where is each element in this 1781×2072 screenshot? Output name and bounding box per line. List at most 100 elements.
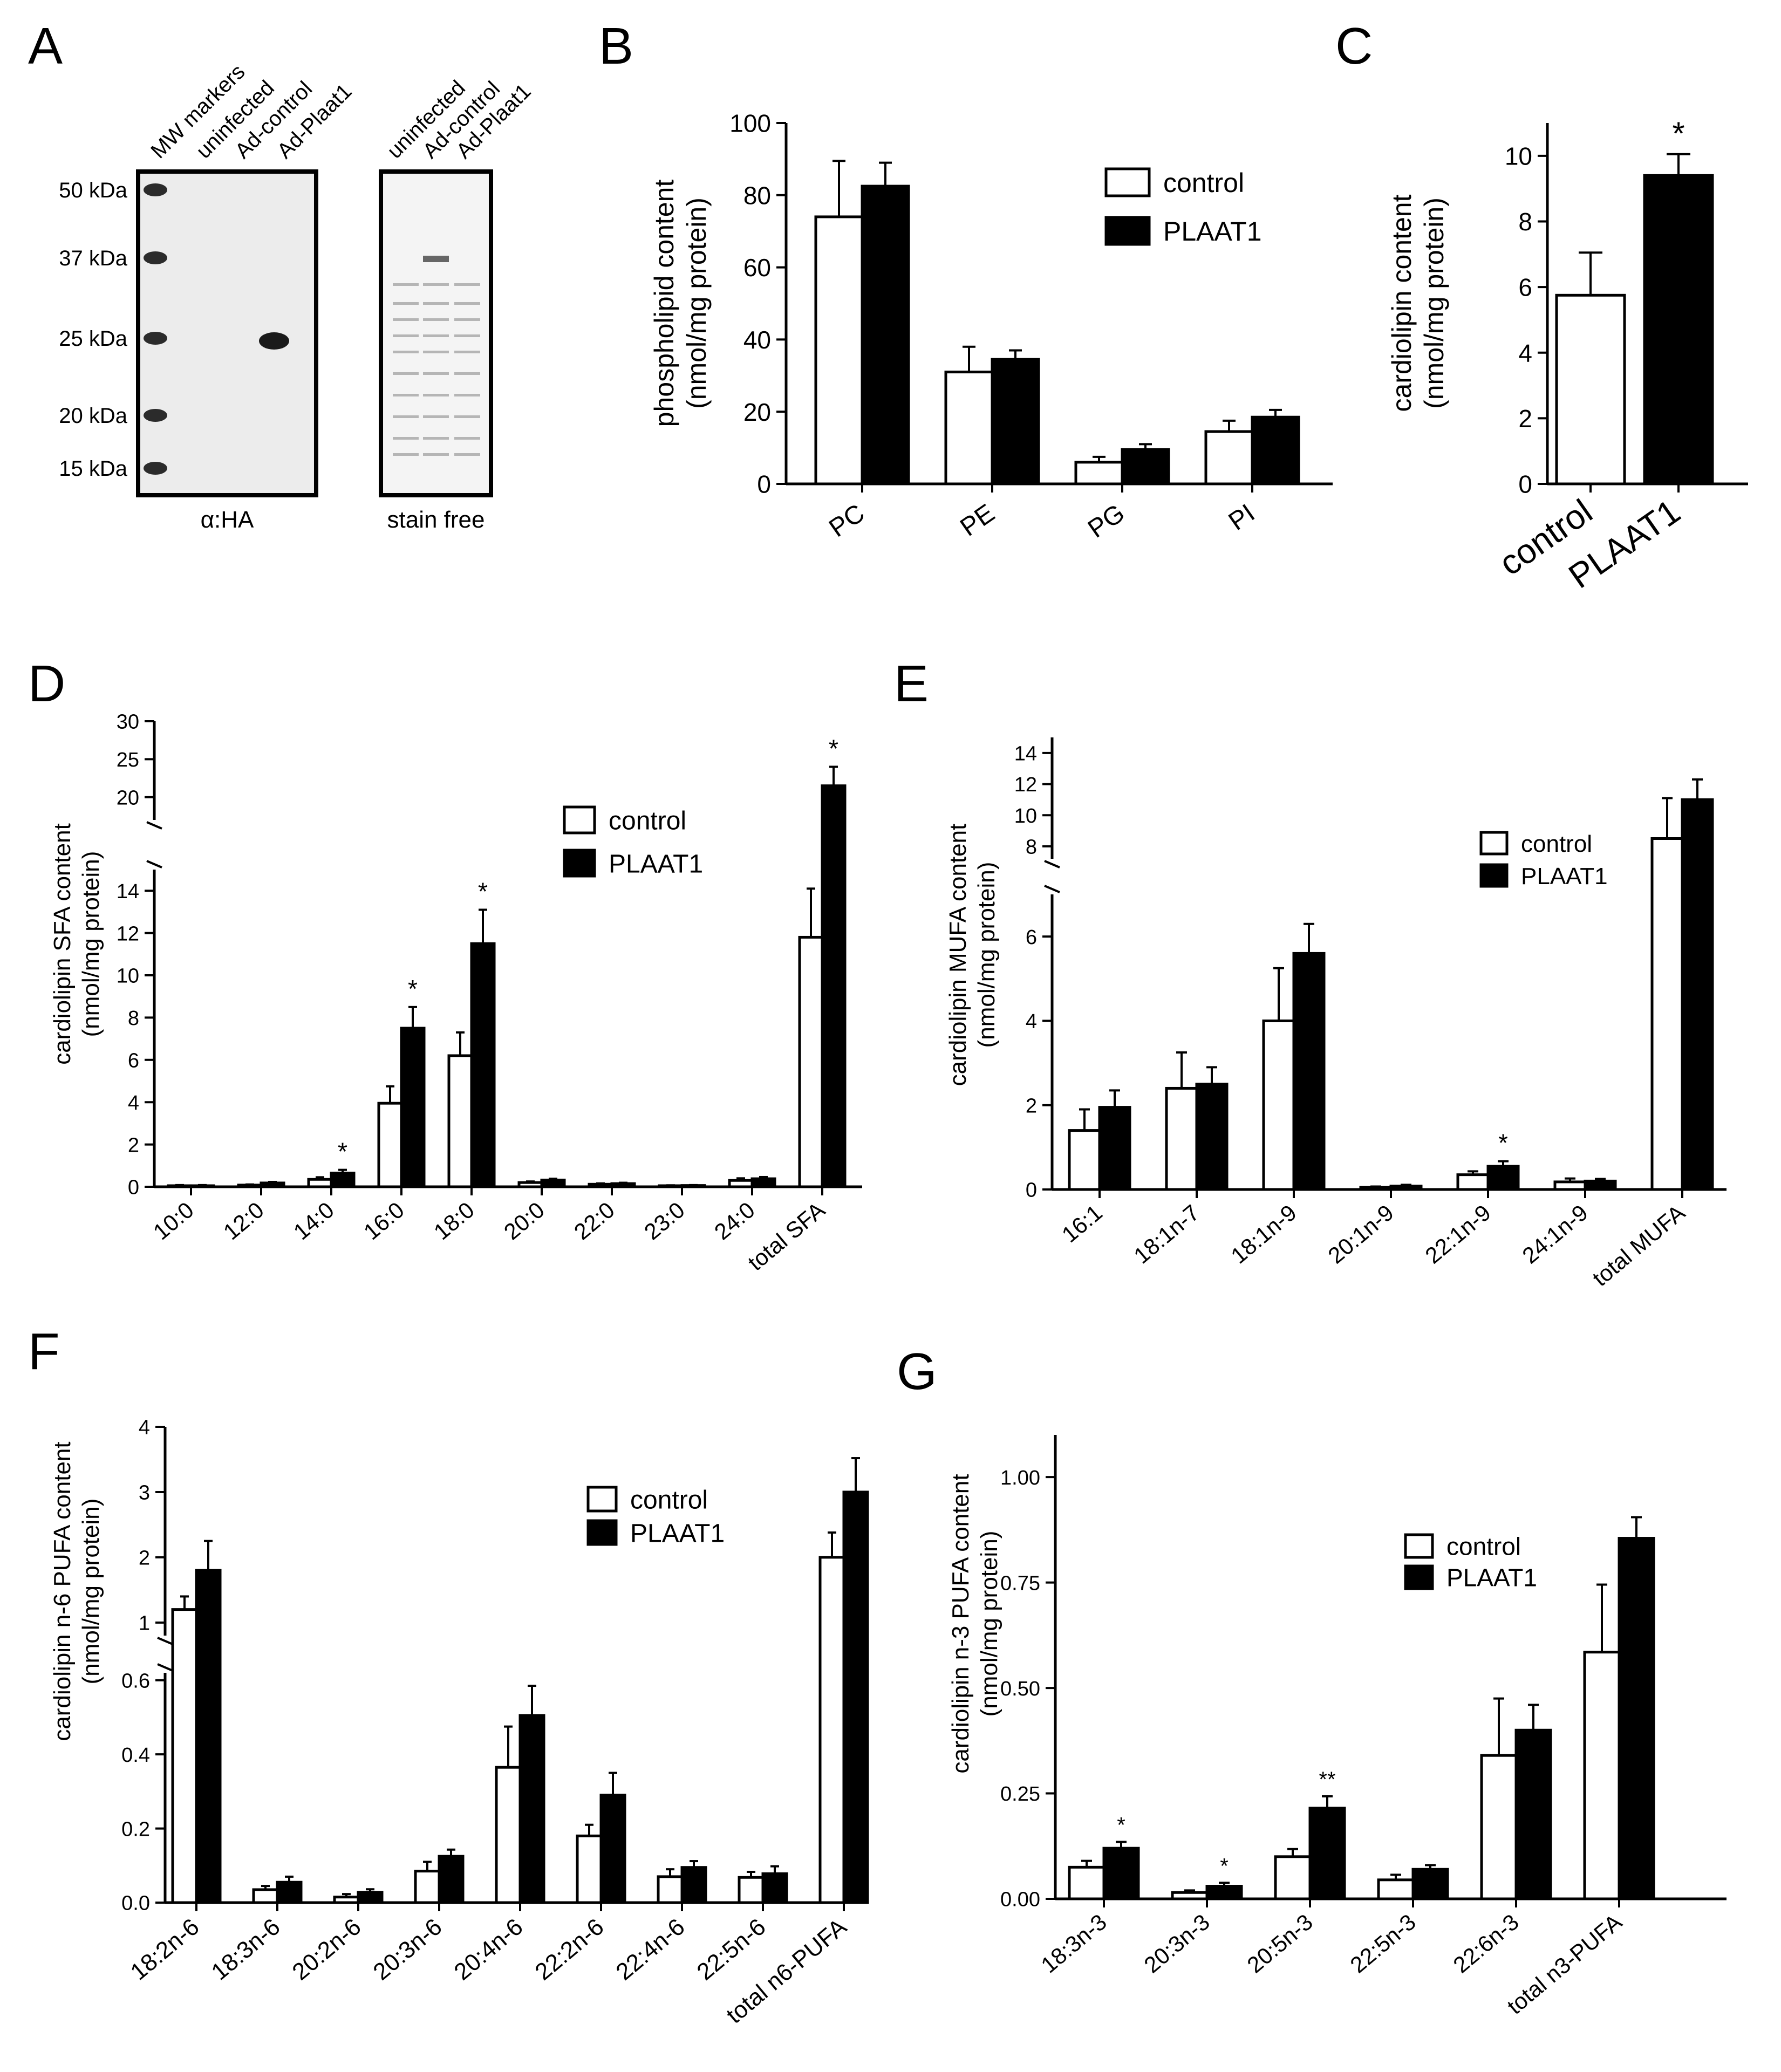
- panel-b-letter: B: [599, 17, 633, 75]
- panel-b-y-tick-label: 20: [743, 398, 771, 426]
- panel-c-y-tick-label: 0: [1518, 470, 1532, 498]
- panel-b-ylabel-line-1: phospholipid content: [649, 180, 679, 427]
- panel-b-category-label-pc: PC: [824, 499, 870, 543]
- panel-f-bar-plaat1-18-2n-6: [195, 1569, 222, 1904]
- panel-a-stain-free-band: [393, 283, 419, 286]
- panel-d-y-tick-label: 4: [128, 1092, 139, 1114]
- panel-c-significance-star-plaat1: *: [1672, 115, 1684, 152]
- panel-b-bar-plaat1-pe: [991, 358, 1040, 485]
- panel-e-bar-plaat1-total-mufa: [1681, 798, 1714, 1191]
- panel-d-bar-plaat1-24-0: [750, 1177, 776, 1188]
- panel-e-bar-control-22-1n-9: [1456, 1173, 1490, 1191]
- panel-a-marker-band-37-kda: [144, 251, 167, 264]
- panel-b-y-tick-label: 80: [743, 181, 771, 209]
- panel-d-category-label-total-sfa: total SFA: [743, 1197, 830, 1276]
- panel-g-bar-control-20-3n-3: [1171, 1891, 1209, 1900]
- panel-c-ylabel-line-1: cardiolipin content: [1387, 194, 1417, 412]
- panel-e-bar-plaat1-18-1n-9: [1292, 952, 1326, 1191]
- panel-a-stain-free-band: [393, 415, 419, 418]
- panel-e-y-tick-label: 4: [1026, 1010, 1037, 1033]
- panel-g-legend-swatch-control: [1404, 1533, 1434, 1559]
- panel-a-marker-label-20-kda: 20 kDa: [59, 404, 127, 428]
- panel-d-bar-control-14-0: [307, 1178, 333, 1188]
- panel-a-stain-free-band: [423, 437, 449, 440]
- panel-a-plaat1-band: [259, 332, 289, 350]
- panel-f-bar-plaat1-20-3n-6: [438, 1855, 465, 1904]
- panel-f-legend-swatch-plaat1: [586, 1519, 618, 1546]
- panel-e-ylabel-line-1: cardiolipin MUFA content: [945, 824, 971, 1086]
- panel-b-bar-plaat1-pi: [1251, 415, 1300, 485]
- panel-b-legend-swatch-control: [1104, 167, 1151, 197]
- panel-f-bar-control-18-2n-6: [171, 1608, 198, 1904]
- panel-d-bar-control-18-0: [447, 1054, 473, 1188]
- panel-c-bar-values-control: [1555, 293, 1626, 485]
- panel-f-y-tick-label: 2: [139, 1547, 150, 1570]
- panel-d-y-tick-label: 2: [128, 1134, 139, 1157]
- panel-d-bar-plaat1-16-0: [400, 1027, 426, 1188]
- panel-f-bar-plaat1-22-4n-6: [680, 1866, 707, 1904]
- panel-e-bar-control-24-1n-9: [1553, 1180, 1587, 1191]
- panel-a-marker-label-37-kda: 37 kDa: [59, 247, 127, 270]
- panel-a-stain-free-band: [393, 302, 419, 305]
- panel-f-bar-control-total-n6-pufa: [818, 1556, 845, 1904]
- panel-f-bar-control-22-2n-6: [576, 1834, 603, 1904]
- panel-d-y-tick-label: 20: [117, 787, 139, 809]
- panel-f-ylabel-line-2: (nmol/mg protein): [78, 1499, 104, 1685]
- panel-a-stain-free-band: [454, 415, 480, 418]
- panel-f-y-tick-label: 3: [139, 1482, 150, 1505]
- panel-d-y-tick-label: 8: [128, 1007, 139, 1030]
- panel-a-stain-free-band: [454, 334, 480, 337]
- panel-b-legend-label-control: control: [1163, 168, 1244, 198]
- panel-f-legend-label-control: control: [630, 1486, 708, 1514]
- panel-a-caption-stain-free: stain free: [387, 507, 485, 533]
- panel-a-stain-free-band: [454, 351, 480, 353]
- panel-g-legend-label-plaat1: PLAAT1: [1446, 1564, 1537, 1592]
- panel-f-legend-swatch-control: [586, 1486, 618, 1513]
- panel-a-stain-free-band: [393, 437, 419, 440]
- panel-g-bar-plaat1-22-6n-3: [1514, 1728, 1552, 1900]
- panel-d-letter: D: [28, 655, 65, 713]
- panel-f-category-label-20-3n-6: 20:3n-6: [369, 1913, 447, 1985]
- panel-a-stain-free-band: [423, 302, 449, 305]
- panel-a-stain-free-band: [423, 351, 449, 353]
- panel-f-bar-plaat1-20-2n-6: [357, 1891, 384, 1904]
- panel-f-y-tick-label: 0.6: [121, 1670, 150, 1692]
- panel-c-ylabel-line-2: (nmol/mg protein): [1419, 197, 1449, 409]
- panel-d-bar-plaat1-total-sfa: [821, 784, 847, 1188]
- panel-b-bar-control-pi: [1204, 430, 1254, 485]
- panel-d-bar-plaat1-12-0: [260, 1181, 285, 1188]
- panel-f-bar-control-20-4n-6: [495, 1766, 522, 1904]
- panel-a-marker-band-20-kda: [144, 409, 167, 422]
- panel-c-y-tick-label: 2: [1518, 405, 1532, 433]
- panel-d-category-label-20-0: 20:0: [499, 1197, 549, 1245]
- panel-g-significance-star-20-5n-3: **: [1319, 1768, 1335, 1791]
- panel-f-category-label-22-5n-6: 22:5n-6: [692, 1913, 771, 1985]
- panel-b-bar-plaat1-pg: [1121, 448, 1170, 485]
- panel-d-bar-control-22-0: [588, 1182, 613, 1188]
- panel-c-letter: C: [1335, 17, 1373, 75]
- panel-e-ylabel-line-2: (nmol/mg protein): [973, 862, 1000, 1048]
- panel-b-bar-control-pc: [814, 215, 864, 485]
- panel-f-letter: F: [28, 1323, 60, 1380]
- panel-b-category-label-pe: PE: [955, 499, 1000, 542]
- panel-e-category-label-18-1n-7: 18:1n-7: [1129, 1200, 1204, 1269]
- panel-f-category-label-20-4n-6: 20:4n-6: [449, 1913, 528, 1985]
- panel-d-axis-break-mark: [146, 860, 162, 869]
- panel-e-y-tick-label: 8: [1026, 836, 1037, 859]
- panel-b-category-label-pg: PG: [1083, 499, 1130, 544]
- panel-d-bar-plaat1-22-0: [610, 1182, 636, 1188]
- panel-f-axis-break-mark: [157, 1637, 173, 1645]
- panel-d-significance-star-18-0: *: [478, 877, 488, 905]
- panel-g-legend-label-control: control: [1446, 1533, 1521, 1561]
- panel-d-bar-plaat1-20-0: [540, 1178, 566, 1188]
- panel-e-legend-swatch-plaat1: [1479, 863, 1509, 888]
- panel-a-stain-free-band: [393, 318, 419, 321]
- panel-d-y-tick-label: 10: [117, 965, 139, 988]
- panel-d-legend-swatch-plaat1: [563, 849, 596, 878]
- panel-g-y-tick-label: 0.50: [1000, 1678, 1040, 1700]
- panel-e-y-tick-label: 12: [1014, 774, 1037, 796]
- panel-b-legend-label-plaat1: PLAAT1: [1163, 216, 1262, 247]
- panel-a-blot-stain-free: [379, 169, 493, 497]
